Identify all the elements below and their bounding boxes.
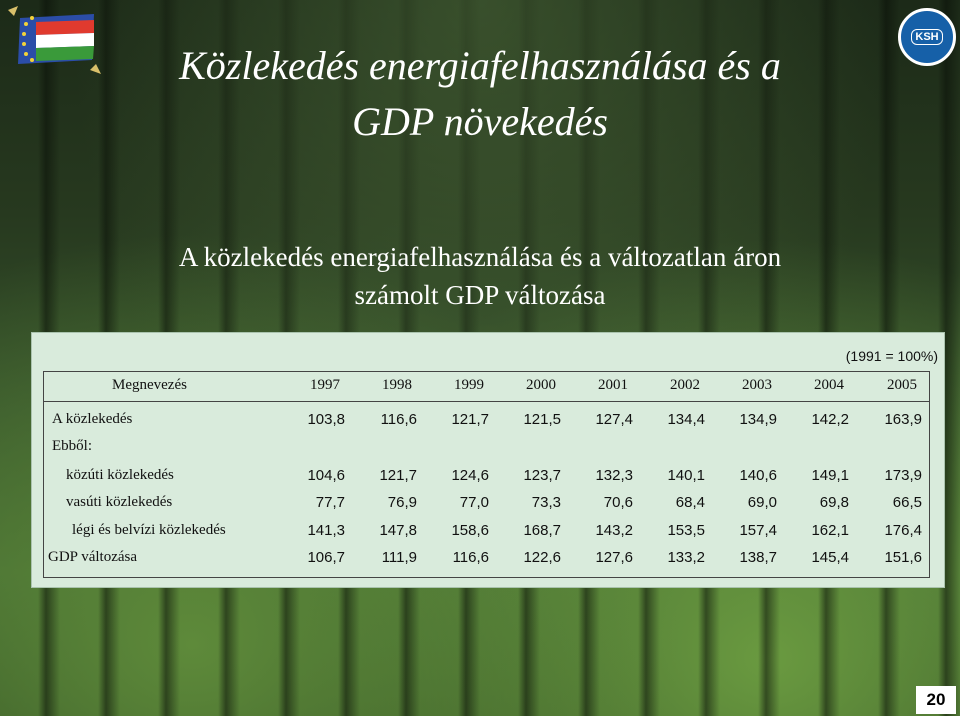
table-cell: 157,4 [739,522,777,539]
table-panel [31,332,945,588]
table-cell: 127,6 [595,549,633,566]
column-header-megnevezes: Megnevezés [112,377,187,393]
slide-subtitle-line1: A közlekedés energiafelhasználása és a v… [178,242,782,272]
ksh-logo-text: KSH [911,29,943,45]
row-label: Ebből: [52,438,92,454]
table-cell: 149,1 [811,467,849,484]
table-cell: 116,6 [452,549,489,566]
table-cell: 124,6 [451,467,489,484]
row-label: GDP változása [48,549,138,565]
table-cell: 106,7 [307,549,345,566]
slide-subtitle: A közlekedés energiafelhasználása és a v… [40,238,920,314]
column-header-year: 1999 [454,377,484,393]
row-label: légi és belvízi közlekedés [72,522,226,538]
page-number: 20 [916,686,956,714]
table-cell: 69,8 [819,494,849,511]
row-label: vasúti közlekedés [66,494,173,510]
slide-subtitle-line2: számolt GDP változása [354,280,606,310]
table-cell: 147,8 [379,522,417,539]
table-cell: 121,5 [523,411,561,428]
table-cell: 176,4 [884,522,922,539]
table-cell: 76,9 [387,494,417,511]
table-cell: 77,0 [459,494,489,511]
column-header-year: 2004 [814,377,844,393]
table-cell: 103,8 [307,411,345,428]
table-cell: 168,7 [523,522,561,539]
column-header-year: 1998 [382,377,412,393]
table-cell: 116,6 [380,411,417,428]
table-cell: 151,6 [884,549,922,566]
table-cell: 141,3 [307,522,345,539]
table-cell: 133,2 [667,549,705,566]
header-divider [43,401,930,402]
unit-note: (1991 = 100%) [845,348,938,364]
table-cell: 140,6 [739,467,777,484]
column-header-year: 2002 [670,377,700,393]
table-cell: 123,7 [523,467,561,484]
table-cell: 68,4 [675,494,705,511]
slide-title-line2: GDP növekedés [352,99,608,144]
column-header-year: 2005 [887,377,917,393]
table-cell: 153,5 [667,522,705,539]
table-cell: 134,4 [667,411,705,428]
table-cell: 73,3 [531,494,561,511]
column-header-year: 2003 [742,377,772,393]
table-cell: 69,0 [747,494,777,511]
table-cell: 162,1 [811,522,849,539]
column-header-year: 2000 [526,377,556,393]
table-cell: 66,5 [892,494,922,511]
table-cell: 121,7 [451,411,489,428]
table-cell: 163,9 [884,411,922,428]
row-label: A közlekedés [52,411,133,427]
column-header-year: 1997 [310,377,340,393]
eu-hungary-flag-logo [8,6,101,74]
table-cell: 122,6 [523,549,561,566]
table-cell: 132,3 [595,467,633,484]
table-cell: 121,7 [379,467,417,484]
table-cell: 138,7 [739,549,777,566]
table-cell: 145,4 [811,549,849,566]
table-frame [43,371,930,578]
table-cell: 104,6 [307,467,345,484]
table-cell: 70,6 [603,494,633,511]
slide-title-line1: Közlekedés energiafelhasználása és a [179,43,781,88]
row-label: közúti közlekedés [66,467,174,483]
table-cell: 142,2 [811,411,849,428]
column-header-year: 2001 [598,377,628,393]
table-cell: 111,9 [381,549,417,566]
table-cell: 140,1 [667,467,705,484]
table-cell: 173,9 [884,467,922,484]
table-cell: 134,9 [739,411,777,428]
ksh-logo: KSH [898,8,956,66]
slide-title: Közlekedés energiafelhasználása és a GDP… [60,38,900,150]
table-cell: 158,6 [451,522,489,539]
table-cell: 127,4 [595,411,633,428]
table-cell: 143,2 [595,522,633,539]
table-cell: 77,7 [315,494,345,511]
